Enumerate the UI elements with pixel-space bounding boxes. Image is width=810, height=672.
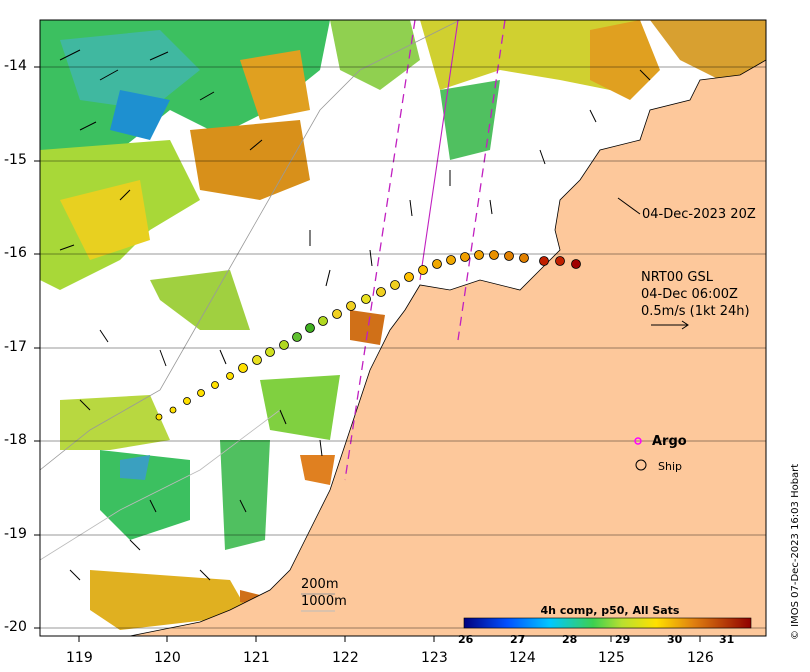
current-label-line: 0.5m/s (1kt 24h) xyxy=(641,304,750,319)
current-label-line: NRT00 GSL xyxy=(641,270,713,285)
colorbar-tick: 29 xyxy=(615,633,631,646)
x-tick-label: 120 xyxy=(154,650,181,666)
x-tick-label: 123 xyxy=(421,650,448,666)
y-tick-label: -20 xyxy=(4,619,27,635)
x-tick-label: 122 xyxy=(332,650,359,666)
x-tick-label: 121 xyxy=(243,650,270,666)
bathymetry-200m-label: 200m xyxy=(301,577,339,592)
x-tick-label: 119 xyxy=(66,650,93,666)
y-tick-label: -16 xyxy=(4,245,27,261)
bathymetry-1000m-label: 1000m xyxy=(301,594,347,609)
current-label-line: 04-Dec 06:00Z xyxy=(641,287,738,302)
legend-ship: Ship xyxy=(658,460,682,473)
ship-legend-icon xyxy=(635,459,647,471)
colorbar-tick: 30 xyxy=(667,633,683,646)
ship-track xyxy=(155,250,581,421)
x-tick-label: 125 xyxy=(598,650,625,666)
colorbar-tick: 31 xyxy=(719,633,735,646)
colorbar-gradient xyxy=(464,618,751,628)
x-tick-label: 124 xyxy=(509,650,536,666)
colorbar-tick: 28 xyxy=(562,633,578,646)
y-tick-label: -19 xyxy=(4,526,27,542)
y-tick-label: -15 xyxy=(4,152,27,168)
date-label: 04-Dec-2023 20Z xyxy=(642,207,756,222)
colorbar-title: 4h comp, p50, All Sats xyxy=(540,604,680,617)
y-tick-label: -18 xyxy=(4,432,27,448)
y-tick-label: -14 xyxy=(4,58,27,74)
legend-argo: Argo xyxy=(652,434,687,449)
current-arrows xyxy=(59,49,651,581)
colorbar-tick: 27 xyxy=(510,633,526,646)
sst-patches xyxy=(40,20,766,630)
reference-arrow xyxy=(651,320,689,330)
colorbar-tick: 26 xyxy=(458,633,474,646)
argo-floats xyxy=(634,437,642,445)
x-tick-label: 126 xyxy=(687,650,714,666)
map-frame xyxy=(39,19,767,637)
y-tick-label: -17 xyxy=(4,339,27,355)
credit-label: © IMOS 07-Dec-2023 16:03 Hobart xyxy=(790,463,801,640)
